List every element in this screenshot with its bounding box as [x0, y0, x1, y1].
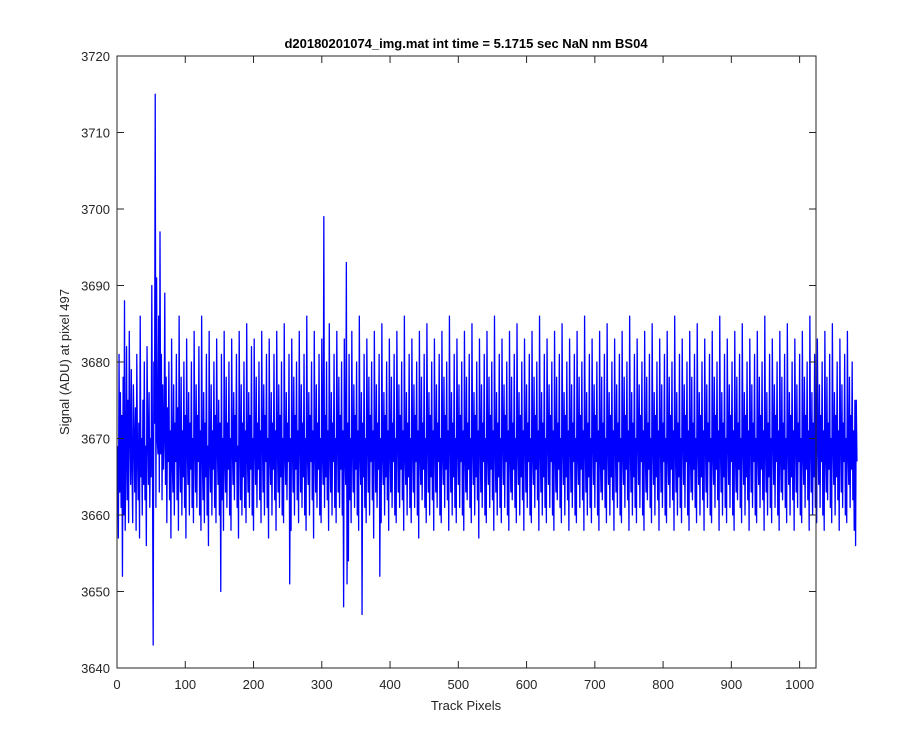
- y-tick-label: 3650: [81, 585, 110, 600]
- axes-layer: 0 100 200 300 400 500 600 700 800 900 1000 3640 3650…: [81, 49, 817, 692]
- x-tick-label: 0: [113, 677, 120, 692]
- chart-title: d20180201074_img.mat int time = 5.1715 s…: [284, 36, 648, 51]
- y-tick-label: 3660: [81, 508, 110, 523]
- y-tick-label: 3670: [81, 432, 110, 447]
- x-tick-label: 900: [721, 677, 743, 692]
- y-tick-label: 3720: [81, 49, 110, 64]
- y-tick-label: 3700: [81, 202, 110, 217]
- y-axis-label: Signal (ADU) at pixel 497: [57, 289, 72, 435]
- x-tick-label: 1000: [785, 677, 814, 692]
- y-tick-label: 3640: [81, 661, 110, 676]
- plot-background: [117, 56, 816, 668]
- x-tick-label: 800: [652, 677, 674, 692]
- x-tick-label: 700: [584, 677, 606, 692]
- x-tick-label: 300: [311, 677, 333, 692]
- y-tick-label: 3680: [81, 355, 110, 370]
- y-tick-label: 3710: [81, 126, 110, 141]
- x-tick-label: 500: [447, 677, 469, 692]
- x-tick-label: 200: [243, 677, 265, 692]
- x-tick-label: 100: [174, 677, 196, 692]
- x-axis-label: Track Pixels: [431, 698, 502, 713]
- y-tick-label: 3690: [81, 279, 110, 294]
- x-tick-label: 600: [516, 677, 538, 692]
- series-line-0: [117, 93, 858, 646]
- series-layer: [117, 93, 858, 646]
- x-tick-label: 400: [379, 677, 401, 692]
